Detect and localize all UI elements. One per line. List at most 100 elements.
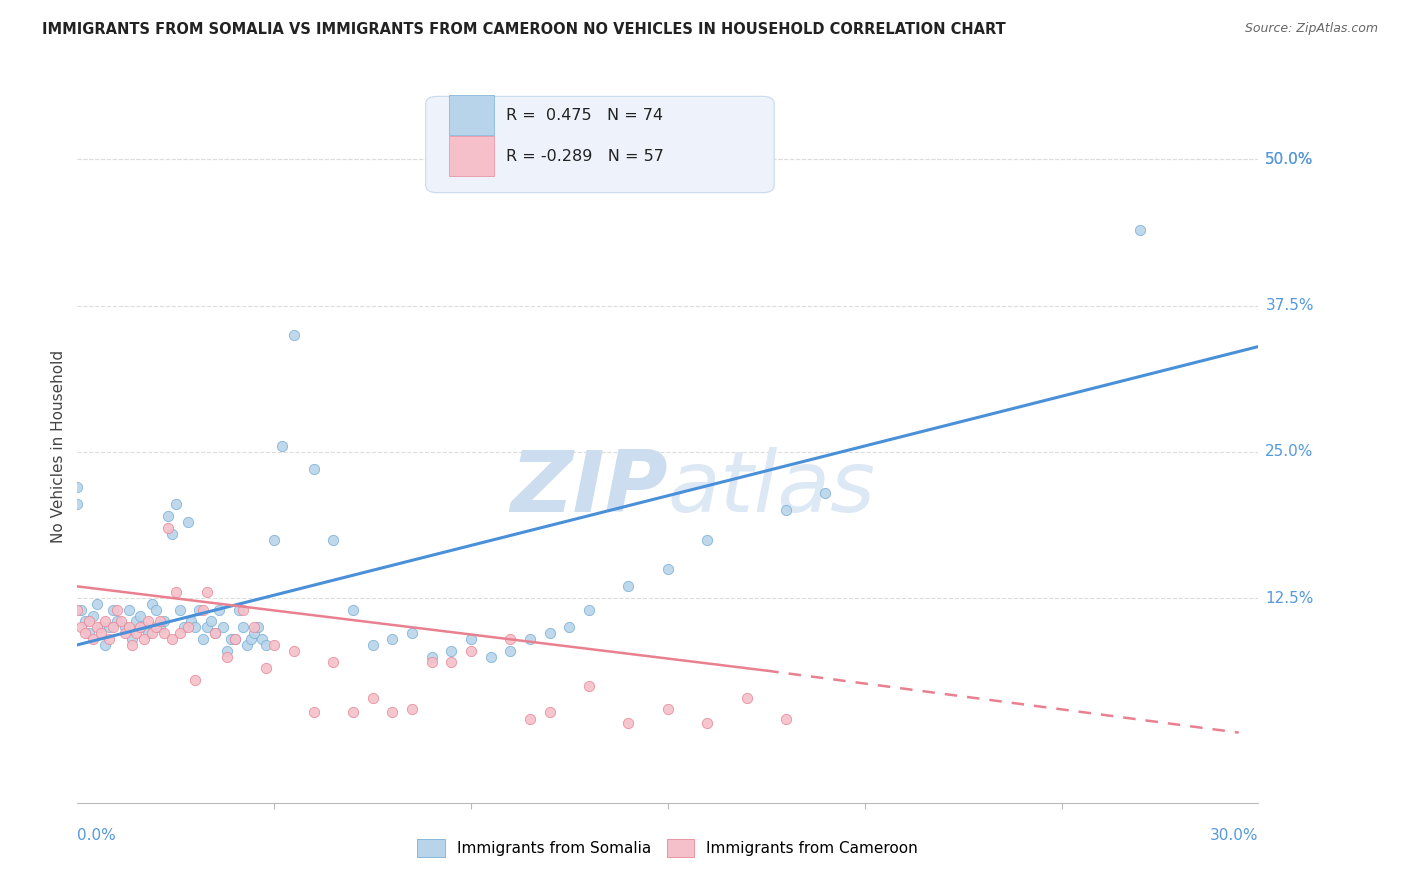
Point [125, 615, 148, 629]
Point [657, 562, 679, 576]
Point [200, 615, 222, 629]
Point [94, 638, 117, 652]
Point [195, 620, 218, 634]
Point [232, 603, 254, 617]
Point [775, 712, 797, 726]
Point [322, 656, 344, 670]
Point [460, 632, 482, 646]
Text: 0.0%: 0.0% [77, 828, 117, 843]
Text: R = -0.289   N = 57: R = -0.289 N = 57 [506, 149, 664, 163]
Point [134, 632, 156, 646]
Point [224, 632, 246, 646]
Point [239, 632, 262, 646]
Point [169, 603, 191, 617]
Point [215, 644, 238, 658]
Point [538, 705, 561, 719]
Point [110, 615, 132, 629]
Point [77, 626, 100, 640]
Point [208, 603, 231, 617]
Point [578, 603, 600, 617]
Point [479, 649, 502, 664]
Point [420, 656, 443, 670]
Point [263, 533, 285, 547]
Point [254, 661, 277, 675]
Point [121, 632, 143, 646]
Point [184, 673, 207, 687]
FancyBboxPatch shape [450, 136, 495, 176]
Point [440, 644, 463, 658]
Point [254, 638, 277, 652]
Point [117, 603, 139, 617]
Point [82, 608, 104, 623]
Point [243, 626, 266, 640]
Point [224, 632, 246, 646]
Point [538, 626, 561, 640]
Point [381, 632, 404, 646]
Point [361, 690, 384, 705]
Point [204, 626, 226, 640]
Point [136, 626, 159, 640]
Point [145, 603, 167, 617]
Point [499, 644, 522, 658]
Point [814, 485, 837, 500]
Point [169, 626, 191, 640]
Point [165, 585, 187, 599]
Point [228, 603, 250, 617]
Point [136, 615, 159, 629]
Point [125, 626, 148, 640]
Point [105, 615, 128, 629]
Point [302, 705, 325, 719]
Point [558, 620, 581, 634]
Point [105, 603, 128, 617]
Point [243, 620, 266, 634]
Point [134, 620, 156, 634]
Point [141, 597, 163, 611]
Point [617, 579, 640, 593]
Text: 37.5%: 37.5% [1265, 298, 1313, 313]
Point [381, 705, 404, 719]
Point [114, 626, 136, 640]
Point [193, 603, 215, 617]
Point [114, 620, 136, 634]
Point [215, 649, 238, 664]
Text: 50.0%: 50.0% [1265, 152, 1313, 167]
Point [735, 690, 758, 705]
Point [195, 585, 218, 599]
Point [519, 712, 541, 726]
Point [247, 620, 270, 634]
Point [70, 603, 93, 617]
Point [519, 632, 541, 646]
Point [141, 626, 163, 640]
Point [212, 620, 235, 634]
Point [77, 615, 100, 629]
Point [153, 626, 176, 640]
Point [180, 615, 202, 629]
Point [149, 620, 172, 634]
Text: 50.0%: 50.0% [1265, 152, 1313, 167]
Point [75, 615, 97, 629]
Point [188, 603, 211, 617]
Point [440, 656, 463, 670]
Point [302, 462, 325, 476]
Point [117, 620, 139, 634]
Text: 25.0%: 25.0% [1265, 444, 1313, 459]
Point [696, 716, 718, 731]
Point [271, 439, 294, 453]
Y-axis label: No Vehicles in Household: No Vehicles in Household [51, 350, 66, 542]
Point [149, 615, 172, 629]
Point [219, 632, 242, 646]
Point [160, 632, 183, 646]
Point [176, 620, 198, 634]
Point [342, 705, 364, 719]
Point [160, 526, 183, 541]
Point [121, 638, 143, 652]
Point [66, 498, 89, 512]
Point [82, 632, 104, 646]
Text: R =  0.475   N = 74: R = 0.475 N = 74 [506, 108, 664, 122]
Point [70, 620, 93, 634]
Point [263, 638, 285, 652]
Point [401, 702, 423, 716]
Point [460, 644, 482, 658]
Point [90, 620, 112, 634]
Point [101, 603, 124, 617]
